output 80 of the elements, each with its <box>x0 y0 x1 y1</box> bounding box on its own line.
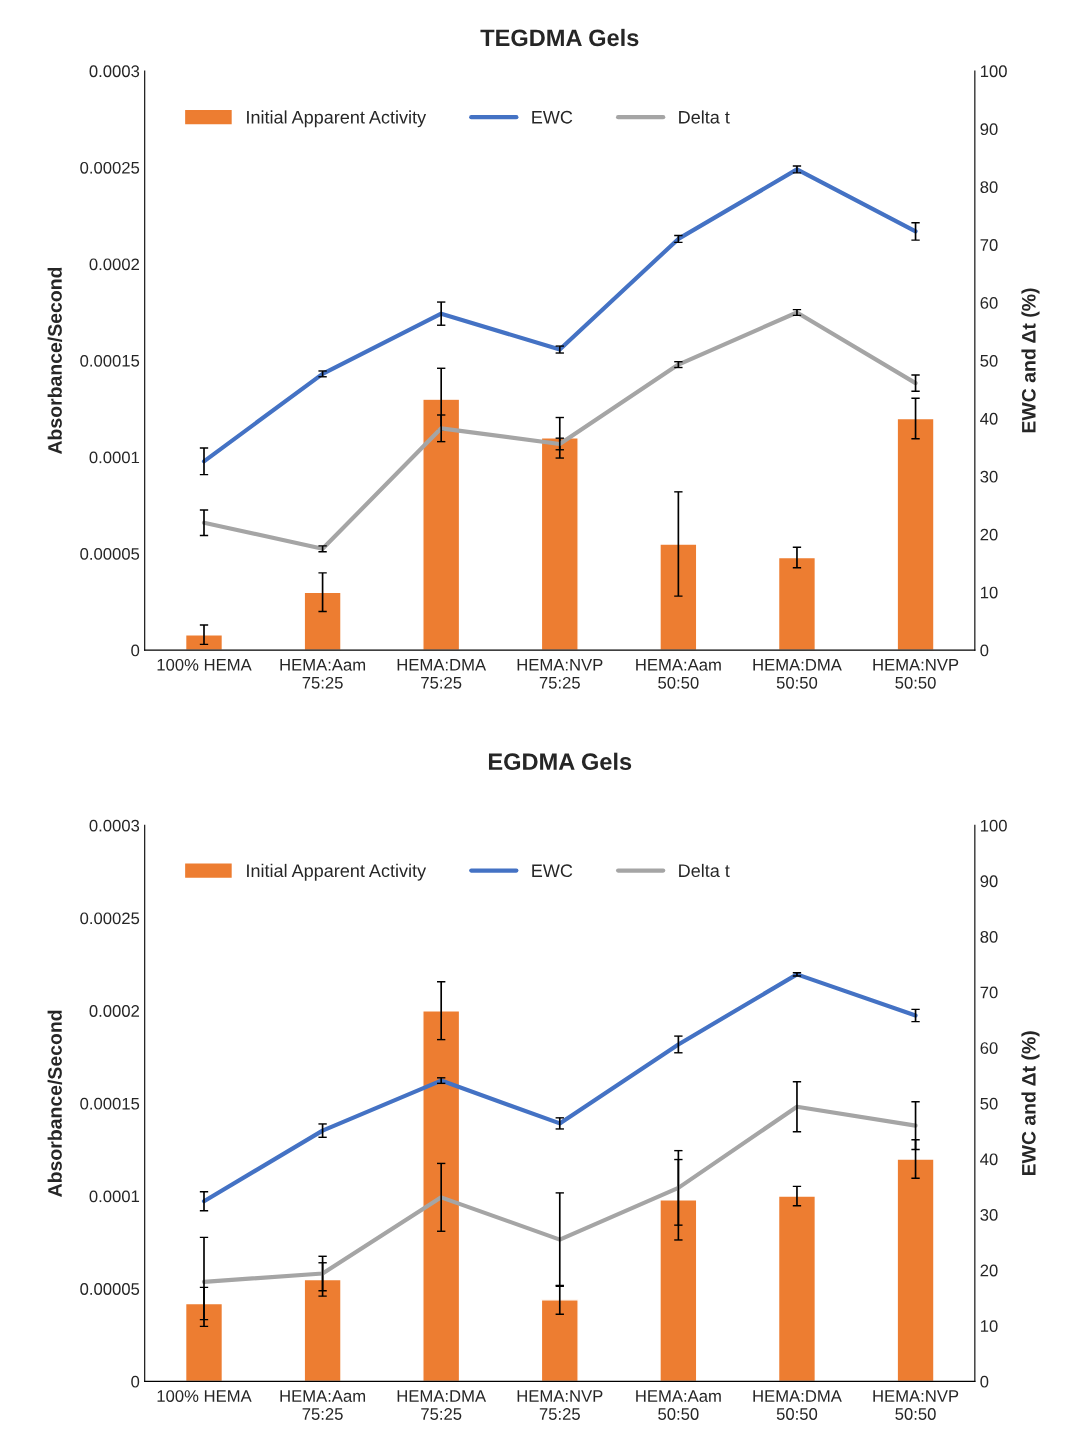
y2-tick-label: 10 <box>980 586 998 599</box>
bar <box>422 1010 461 1382</box>
y2-tick-label: 80 <box>980 181 998 193</box>
bar <box>184 634 224 651</box>
x-tick-label: HEMA:Aam 75:25 <box>280 659 366 689</box>
y2-tick-label: 80 <box>980 930 998 943</box>
y2-tick-label: 60 <box>980 297 998 309</box>
y2-tick-label: 40 <box>980 1153 998 1166</box>
y-tick-label: 0.0002 <box>89 1005 140 1017</box>
legend-label: Initial Apparent Activity <box>247 110 427 128</box>
chart-title: TEGDMA Gels <box>480 28 639 47</box>
y-tick-label: 0 <box>131 1375 140 1388</box>
legend-label: EWC <box>532 864 573 878</box>
y2-axis-title: EWC and Δt (%) <box>1021 1031 1040 1176</box>
y2-tick-label: 30 <box>980 470 998 483</box>
y2-tick-label: 20 <box>980 1264 998 1277</box>
y2-tick-label: 100 <box>980 819 1007 832</box>
bar <box>777 1195 817 1382</box>
x-tick-label: HEMA:NVP 50:50 <box>873 1390 959 1420</box>
y-tick-label: 0.0003 <box>89 65 140 78</box>
bar <box>659 543 698 651</box>
y2-axis-title: EWC and Δt (%) <box>1021 288 1040 433</box>
y2-tick-label: 50 <box>980 1097 998 1110</box>
x-tick-label: HEMA:NVP 50:50 <box>873 659 959 689</box>
x-tick-label: HEMA:DMA 50:50 <box>753 659 842 689</box>
y2-tick-label: 60 <box>980 1042 998 1054</box>
y-tick-label: 0.00025 <box>80 912 140 925</box>
y2-tick-label: 70 <box>980 986 998 999</box>
x-tick-label: HEMA:NVP 75:25 <box>517 1390 603 1420</box>
y2-tick-label: 50 <box>980 354 998 367</box>
bar <box>659 1199 698 1382</box>
x-tick-label: HEMA:NVP 75:25 <box>517 659 603 689</box>
line-series <box>201 167 918 464</box>
y-axis-title: Absorbance/Second <box>47 267 63 455</box>
bar <box>184 1302 224 1382</box>
legend-label: EWC <box>532 110 573 124</box>
y-tick-label: 0.00005 <box>80 548 140 560</box>
bar <box>896 417 935 651</box>
y-tick-label: 0 <box>131 644 140 657</box>
x-tick-label: 100% HEMA <box>157 1390 252 1402</box>
bar <box>422 398 461 651</box>
y-tick-label: 0.00005 <box>80 1283 140 1295</box>
legend-label: Delta t <box>679 863 730 878</box>
y-tick-label: 0.0002 <box>89 258 140 271</box>
line-series <box>201 310 918 551</box>
y-tick-label: 0.00025 <box>80 161 140 174</box>
y-axis-title: Absorbance/Second <box>47 1010 63 1197</box>
y2-tick-label: 0 <box>980 644 989 657</box>
y-tick-label: 0.0001 <box>89 1190 140 1203</box>
x-tick-label: 100% HEMA <box>157 658 252 671</box>
y2-tick-label: 30 <box>980 1208 998 1221</box>
y2-tick-label: 100 <box>980 65 1007 78</box>
legend-label: Initial Apparent Activity <box>247 863 427 881</box>
y2-tick-label: 40 <box>980 412 998 425</box>
y2-tick-label: 10 <box>980 1320 998 1332</box>
x-tick-label: HEMA:Aam 50:50 <box>636 659 721 689</box>
legend-label: Delta t <box>679 110 730 124</box>
y-tick-label: 0.00015 <box>80 1097 140 1110</box>
y-tick-label: 0.0001 <box>89 451 140 464</box>
y2-tick-label: 90 <box>980 875 998 888</box>
bar <box>303 1278 342 1382</box>
bar <box>777 556 817 651</box>
line-series <box>201 972 918 1204</box>
x-tick-label: HEMA:DMA 75:25 <box>397 1390 487 1420</box>
y2-tick-label: 20 <box>980 528 998 541</box>
bar <box>896 1158 935 1382</box>
bar <box>540 1299 579 1382</box>
bar <box>303 591 342 651</box>
x-tick-label: HEMA:Aam 50:50 <box>636 1390 721 1420</box>
y2-tick-label: 70 <box>980 239 998 251</box>
bar <box>540 437 579 651</box>
x-tick-label: HEMA:DMA 75:25 <box>397 659 487 689</box>
y2-tick-label: 0 <box>980 1375 989 1388</box>
y-tick-label: 0.0003 <box>89 819 140 832</box>
y2-tick-label: 90 <box>980 123 998 136</box>
line-series <box>201 1104 918 1284</box>
chart-title: EGDMA Gels <box>488 752 632 771</box>
x-tick-label: HEMA:Aam 75:25 <box>280 1390 366 1420</box>
y-tick-label: 0.00015 <box>80 354 140 367</box>
x-tick-label: HEMA:DMA 50:50 <box>753 1390 842 1420</box>
